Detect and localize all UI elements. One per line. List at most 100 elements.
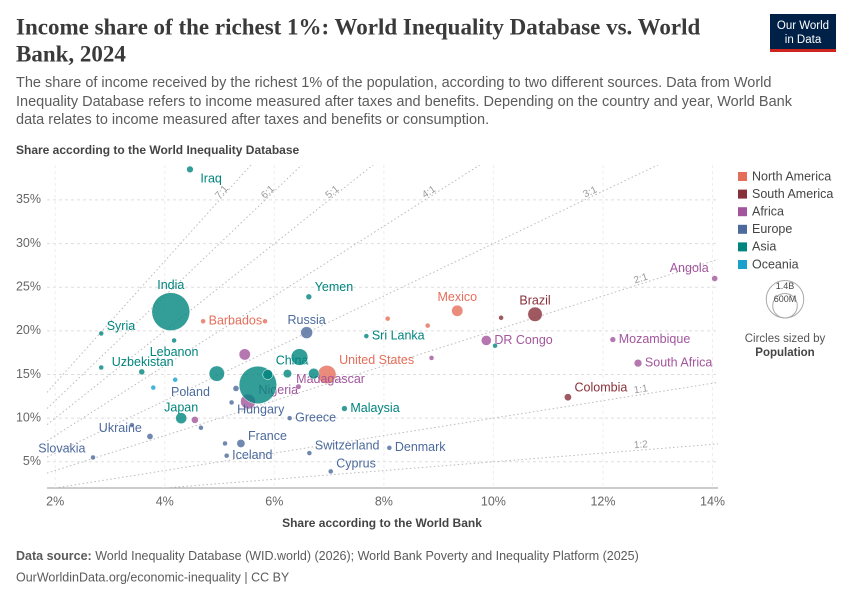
data-point	[232, 385, 240, 392]
size-legend-label: 600M	[774, 294, 797, 304]
size-legend-title: Population	[755, 347, 814, 359]
data-point	[327, 468, 334, 475]
legend-label: Europe	[752, 222, 792, 236]
logo-bar	[770, 49, 836, 52]
data-point	[98, 330, 104, 337]
data-point	[98, 364, 104, 371]
data-point	[451, 304, 464, 317]
point-label: Malaysia	[350, 401, 399, 415]
x-tick-label: 8%	[375, 494, 393, 508]
data-point	[200, 318, 206, 325]
data-point	[175, 412, 188, 424]
data-point	[228, 399, 235, 406]
data-point	[262, 369, 274, 380]
y-tick-label: 5%	[23, 454, 41, 468]
data-point	[527, 306, 543, 322]
data-point	[384, 315, 391, 322]
data-point	[498, 315, 504, 321]
legend-swatch	[738, 224, 747, 234]
ratio-label: 6:1	[259, 183, 277, 201]
y-tick-label: 20%	[16, 323, 41, 337]
data-point	[236, 439, 246, 448]
point-label: Slovakia	[38, 442, 85, 456]
data-point	[711, 275, 719, 282]
data-point	[138, 368, 146, 376]
legend-label: North America	[752, 169, 831, 183]
size-legend-circle	[772, 292, 798, 319]
source-label: Data source:	[16, 549, 92, 563]
point-label: Madagascar	[296, 372, 365, 386]
y-tick-label: 30%	[16, 236, 41, 250]
legend-label: Asia	[752, 240, 776, 254]
x-tick-label: 12%	[590, 494, 615, 508]
data-point	[290, 348, 309, 366]
point-label: France	[248, 429, 287, 443]
ratio-label: 2:1	[633, 272, 650, 287]
data-point	[198, 425, 204, 431]
y-axis-title: Share according to the World Inequality …	[16, 143, 299, 157]
footer: OurWorldinData.org/economic-inequality |…	[16, 570, 290, 584]
data-point	[90, 454, 96, 461]
ratio-label: 3:1	[582, 184, 600, 200]
source: Data source: World Inequality Database (…	[16, 549, 639, 563]
data-point	[428, 355, 435, 361]
data-point	[386, 445, 393, 451]
point-label: Sri Lanka	[372, 328, 425, 342]
x-tick-label: 6%	[265, 494, 283, 508]
point-label: Hungary	[237, 403, 285, 417]
data-point	[564, 393, 572, 402]
point-label: Angola	[670, 261, 709, 275]
data-point	[191, 416, 199, 424]
title: Bank, 2024	[16, 41, 126, 66]
logo	[770, 14, 836, 52]
legend-swatch	[738, 189, 747, 199]
ratio-line	[158, 443, 718, 488]
data-point	[222, 440, 228, 447]
legend-label: Africa	[752, 204, 784, 218]
ratio-label: 1:2	[633, 439, 648, 451]
ratio-lines	[47, 165, 718, 488]
data-point	[609, 336, 616, 343]
point-label: Colombia	[575, 381, 628, 395]
point-label: Switzerland	[315, 438, 380, 452]
subtitle: data relates to income measured after ta…	[16, 112, 489, 128]
point-label: Yemen	[315, 280, 354, 294]
point-label: Mozambique	[619, 332, 691, 346]
legend-label: South America	[752, 187, 833, 201]
data-point	[480, 335, 492, 346]
data-point	[150, 384, 157, 391]
title: Income share of the richest 1%: World In…	[16, 14, 700, 39]
point-label: Poland	[171, 385, 210, 399]
point-label: United States	[339, 353, 414, 367]
ratio-label: 1:1	[633, 383, 649, 396]
point-label: Brazil	[519, 294, 550, 308]
legend-swatch	[738, 242, 747, 252]
ratio-label: 4:1	[420, 184, 438, 201]
point-label: India	[157, 278, 184, 292]
data-point	[186, 165, 194, 173]
point-label: Russia	[288, 313, 326, 327]
data-point	[306, 450, 313, 456]
data-point	[286, 415, 293, 421]
size-legend-label: 1.4B	[776, 281, 795, 291]
data-point	[223, 452, 230, 459]
x-tick-label: 4%	[156, 494, 174, 508]
legend-swatch	[738, 260, 747, 269]
data-point	[238, 348, 251, 361]
point-label: Lebanon	[150, 345, 199, 359]
ratio-label: 5:1	[324, 184, 342, 202]
point-label: Uzbekistan	[112, 355, 174, 369]
ratio-line	[47, 165, 303, 409]
point-label: Greece	[295, 410, 336, 424]
point-label: Denmark	[395, 440, 446, 454]
ratio-line	[47, 258, 718, 474]
data-point	[171, 337, 177, 344]
point-label: Cyprus	[336, 457, 376, 471]
point-label: Barbados	[209, 314, 263, 328]
y-tick-label: 10%	[16, 410, 41, 424]
y-tick-label: 35%	[16, 192, 41, 206]
logo-text: Our World	[777, 20, 829, 32]
data-point	[282, 369, 292, 379]
legend-swatch	[738, 172, 747, 181]
